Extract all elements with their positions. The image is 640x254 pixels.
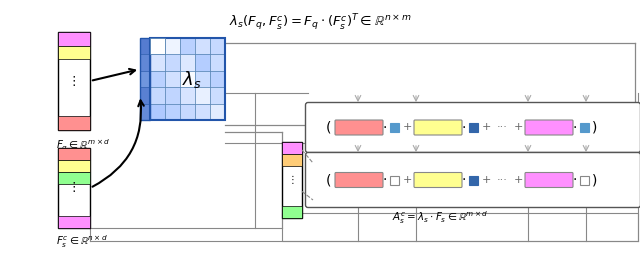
Bar [282,142,302,218]
Bar [165,38,180,54]
Bar [469,176,478,184]
Text: ⋮: ⋮ [68,182,80,195]
Text: $A_s^c = \lambda_s \cdot F_s \in \mathbb{R}^{m \times d}$: $A_s^c = \lambda_s \cdot F_s \in \mathbb… [392,209,488,226]
Text: +: + [482,175,492,185]
Text: ): ) [592,120,597,135]
Text: ·: · [383,120,387,135]
Bar [180,54,195,71]
Text: ···: ··· [497,122,508,133]
Bar [58,160,90,172]
Bar [180,71,195,87]
Text: $\lambda_s(F_q, F_s^c) = F_q \cdot (F_s^c)^T \in \mathbb{R}^{n \times m}$: $\lambda_s(F_q, F_s^c) = F_q \cdot (F_s^… [228,12,412,33]
FancyBboxPatch shape [414,172,462,187]
FancyBboxPatch shape [305,152,640,208]
FancyBboxPatch shape [525,172,573,187]
Bar [282,206,302,218]
Bar [58,172,90,184]
FancyBboxPatch shape [305,103,640,152]
Bar [165,54,180,71]
Bar [150,38,165,54]
Text: ⋮: ⋮ [287,175,297,185]
Bar [58,148,90,160]
Bar [210,54,225,71]
Bar [140,71,150,87]
Bar [195,71,210,87]
Bar [140,54,150,71]
Bar [58,216,90,228]
Text: +: + [403,122,412,133]
Bar [150,87,165,104]
Bar [150,38,165,54]
Bar [210,104,225,120]
Text: (: ( [326,120,332,135]
Bar [140,104,150,120]
Text: ···: ··· [497,175,508,185]
Bar [390,176,399,184]
Text: ·: · [462,173,466,187]
Text: ): ) [592,173,597,187]
FancyBboxPatch shape [414,120,462,135]
Bar [150,54,165,71]
Bar [210,71,225,87]
Text: +: + [514,175,524,185]
Bar [580,123,589,132]
FancyBboxPatch shape [335,172,383,187]
Bar [165,104,180,120]
Bar [58,46,90,59]
Text: ⋮: ⋮ [68,74,80,87]
FancyBboxPatch shape [335,120,383,135]
Bar [210,87,225,104]
Bar [58,116,90,130]
Text: ·: · [573,120,577,135]
Text: $\lambda_s$: $\lambda_s$ [182,69,202,89]
Bar [58,32,90,130]
Text: ·: · [383,173,387,187]
Text: +: + [403,175,412,185]
Bar [469,123,478,132]
Bar [150,38,225,120]
FancyBboxPatch shape [525,120,573,135]
Bar [140,87,150,104]
Text: $F_s^c \in \mathbb{R}^{n \times d}$: $F_s^c \in \mathbb{R}^{n \times d}$ [56,234,108,250]
Bar [282,154,302,166]
Bar [195,104,210,120]
Bar [390,123,399,132]
Text: $F_q \in \mathbb{R}^{m \times d}$: $F_q \in \mathbb{R}^{m \times d}$ [56,138,110,154]
Bar [195,54,210,71]
Bar [165,87,180,104]
Bar [180,38,195,54]
Text: ·: · [462,120,466,135]
Bar [58,32,90,46]
Text: +: + [514,122,524,133]
Bar [195,38,210,54]
Bar [150,104,165,120]
Bar [195,87,210,104]
Bar [165,71,180,87]
Bar [210,38,225,54]
Bar [180,104,195,120]
Bar [282,142,302,154]
Bar [150,71,165,87]
Text: ·: · [573,173,577,187]
Text: (: ( [326,173,332,187]
Bar [58,148,90,228]
Bar [180,87,195,104]
Bar [140,38,150,120]
Bar [282,213,638,241]
Bar [140,38,150,54]
Text: +: + [482,122,492,133]
Bar [580,176,589,184]
